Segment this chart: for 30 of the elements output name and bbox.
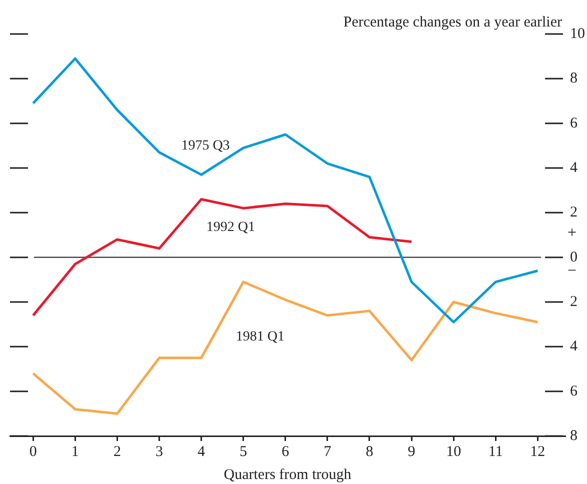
y-tick-label: 2	[570, 204, 578, 221]
y-tick-label: 4	[570, 160, 578, 176]
x-tick-label: 8	[366, 444, 374, 460]
x-tick-label: 7	[324, 444, 332, 460]
x-tick-label: 11	[488, 444, 503, 460]
x-tick-label: 6	[282, 444, 290, 460]
text: +	[567, 224, 577, 242]
series-label: 1975 Q3	[181, 138, 230, 154]
x-tick-label: 12	[530, 444, 546, 460]
y-tick-label: 0	[570, 249, 578, 266]
text: −	[567, 262, 577, 280]
series-label: 1981 Q1	[236, 330, 284, 345]
y-tick-label: 6	[570, 115, 578, 132]
x-tick-label: 2	[113, 444, 121, 460]
y-tick-label: 2	[570, 294, 578, 310]
x-tick-label: 9	[408, 444, 416, 460]
y-tick-label: 6	[570, 383, 578, 400]
x-tick-label: 5	[240, 444, 248, 460]
x-tick-label: 0	[29, 444, 37, 460]
series-label: 1992 Q1	[206, 220, 256, 236]
x-tick-label: 3	[156, 444, 164, 460]
y-axis-title: Percentage changes on a year earlier	[343, 14, 562, 30]
y-tick-label: 8	[570, 428, 578, 444]
x-tick-label: 1	[71, 444, 79, 460]
y-tick-label: 10	[570, 26, 585, 42]
y-tick-label: 4	[570, 338, 578, 355]
x-tick-label: 10	[446, 444, 462, 460]
y-tick-label: 8	[570, 70, 578, 87]
x-tick-label: 4	[198, 444, 206, 460]
x-axis-title: Quarters from trough	[224, 466, 352, 483]
